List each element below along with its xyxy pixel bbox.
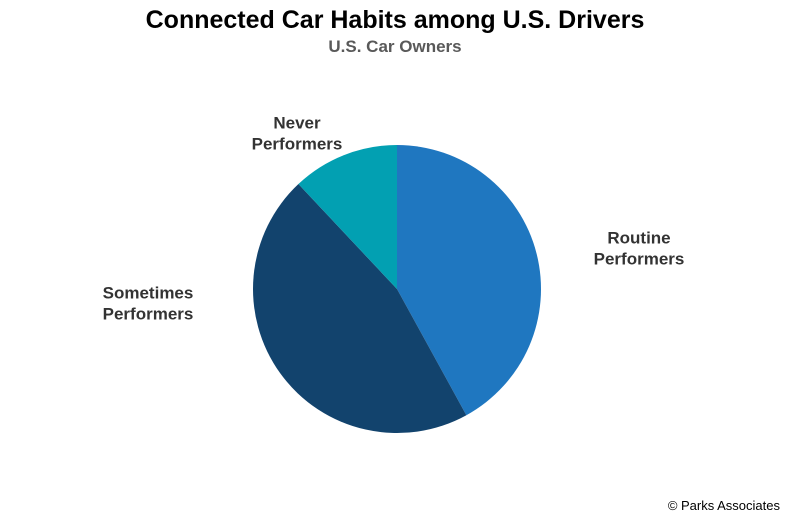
chart-subtitle: U.S. Car Owners <box>328 37 462 56</box>
source-credit: © Parks Associates <box>667 498 780 513</box>
slice-label-line: Routine <box>607 229 670 248</box>
slice-label-line: Never <box>273 114 321 133</box>
pie-slice-routine-performers <box>397 145 542 416</box>
slice-label-line: Performers <box>594 250 685 269</box>
pie-slices <box>252 145 542 434</box>
slice-label-line: Performers <box>103 305 194 324</box>
slice-label-sometimes-performers: Sometimes Performers <box>103 284 194 324</box>
pie-slice-sometimes-performers <box>252 184 467 434</box>
slice-label-never-performers: Never Performers <box>252 114 343 154</box>
slice-label-line: Performers <box>252 135 343 154</box>
pie-slice-never-performers <box>298 145 397 289</box>
slice-label-routine-performers: Routine Performers <box>594 229 685 269</box>
chart-title: Connected Car Habits among U.S. Drivers <box>145 6 645 34</box>
slice-label-line: Sometimes <box>103 284 194 303</box>
